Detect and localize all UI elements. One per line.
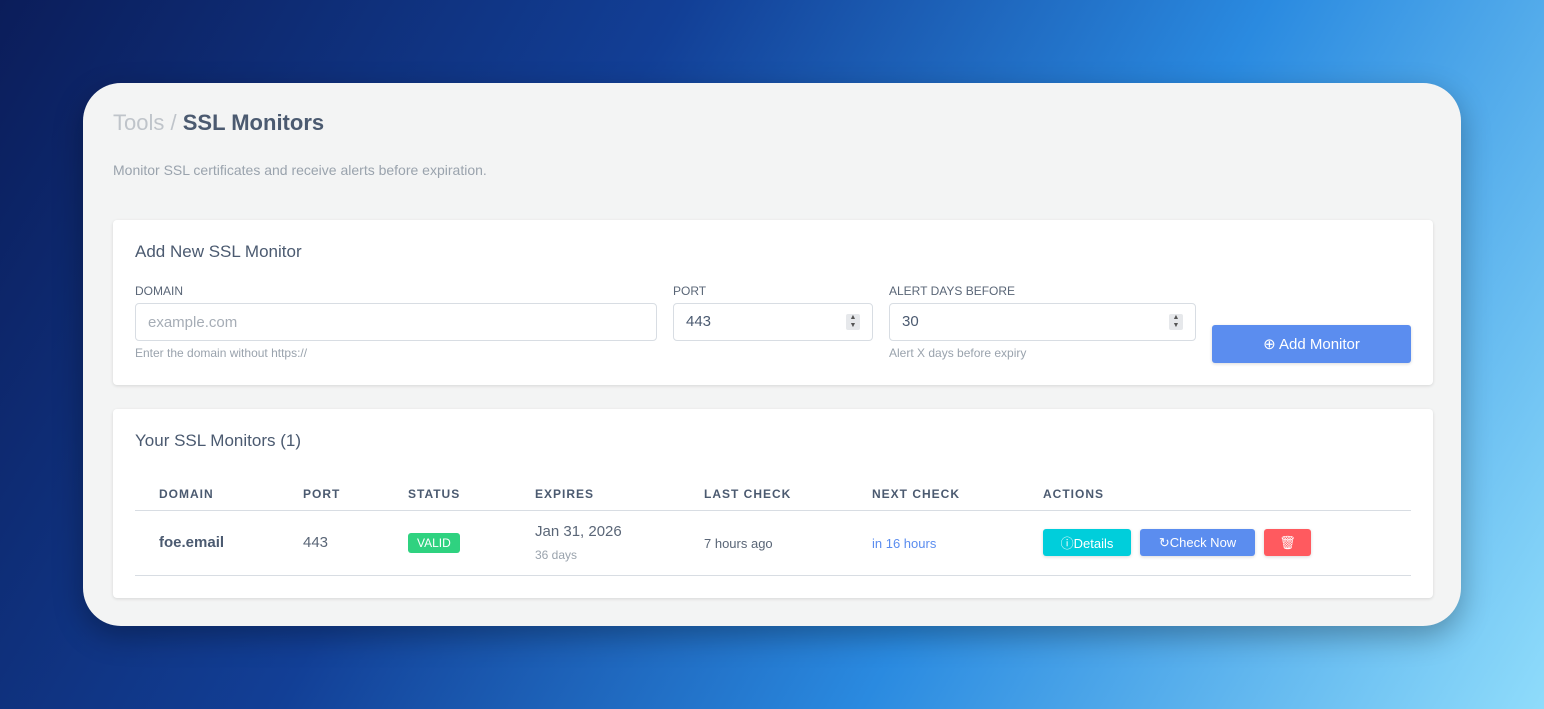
check-now-button[interactable]: ↻Check Now <box>1140 529 1255 556</box>
col-status: STATUS <box>408 487 461 501</box>
domain-input[interactable] <box>135 303 657 341</box>
col-domain: DOMAIN <box>159 487 214 501</box>
alert-days-value: 30 <box>902 313 919 330</box>
form-title: Add New SSL Monitor <box>135 242 302 261</box>
info-icon: ⓘ <box>1060 536 1074 551</box>
row-domain[interactable]: foe.email <box>159 534 225 551</box>
add-monitor-button[interactable]: ⊕ Add Monitor <box>1212 325 1411 363</box>
table-header: DOMAIN PORT STATUS EXPIRES LAST CHECK NEXT CH… <box>135 479 1411 511</box>
page-title: SSL Monitors <box>182 110 325 135</box>
port-stepper[interactable]: ▲ ▼ <box>846 314 860 330</box>
table-row: foe.email 443 VALID Jan 31, 2026 36 days… <box>135 511 1411 576</box>
details-label: Details <box>1073 536 1114 551</box>
port-value: 443 <box>686 313 712 330</box>
row-expires: Jan 31, 2026 <box>535 523 622 540</box>
breadcrumb-separator: / <box>170 110 177 135</box>
row-next-check: in 16 hours <box>872 536 937 551</box>
port-input[interactable]: 443 ▲ ▼ <box>673 303 873 341</box>
trash-icon: 🗑 <box>1279 534 1296 550</box>
refresh-icon: ↻ <box>1158 534 1170 550</box>
add-monitor-card: Add New SSL Monitor DOMAIN Enter the dom… <box>113 220 1433 385</box>
plus-circle-icon: ⊕ <box>1263 336 1276 353</box>
status-badge: VALID <box>408 533 460 553</box>
row-last-check: 7 hours ago <box>704 536 773 551</box>
breadcrumb: Tools / SSL Monitors <box>113 110 324 136</box>
alert-days-input[interactable]: 30 ▲ ▼ <box>889 303 1196 341</box>
row-expires-in: 36 days <box>535 548 578 562</box>
monitors-card: Your SSL Monitors (1) DOMAIN PORT STATUS EX… <box>113 409 1433 598</box>
row-port: 443 <box>303 534 329 551</box>
col-next-check: NEXT CHECK <box>872 487 961 501</box>
alert-days-label: ALERT DAYS BEFORE <box>889 284 1016 298</box>
alert-days-hint: Alert X days before expiry <box>889 346 1027 360</box>
check-now-label: Check Now <box>1169 534 1237 550</box>
col-actions: ACTIONS <box>1043 487 1104 501</box>
delete-button[interactable]: 🗑 <box>1264 529 1311 556</box>
list-title: Your SSL Monitors (1) <box>135 431 301 450</box>
col-last-check: LAST CHECK <box>704 487 792 501</box>
domain-hint: Enter the domain without https:// <box>135 346 308 360</box>
col-port: PORT <box>303 487 341 501</box>
breadcrumb-parent[interactable]: Tools <box>113 110 165 135</box>
add-monitor-label: Add Monitor <box>1279 336 1360 353</box>
col-expires: EXPIRES <box>535 487 595 501</box>
app-window: Tools / SSL Monitors Monitor SSL certifi… <box>83 83 1461 626</box>
port-label: PORT <box>673 284 707 298</box>
page-subtitle: Monitor SSL certificates and receive ale… <box>113 162 487 178</box>
domain-label: DOMAIN <box>135 284 183 298</box>
alert-days-stepper[interactable]: ▲ ▼ <box>1169 314 1183 330</box>
details-button[interactable]: ⓘDetails <box>1043 529 1131 556</box>
